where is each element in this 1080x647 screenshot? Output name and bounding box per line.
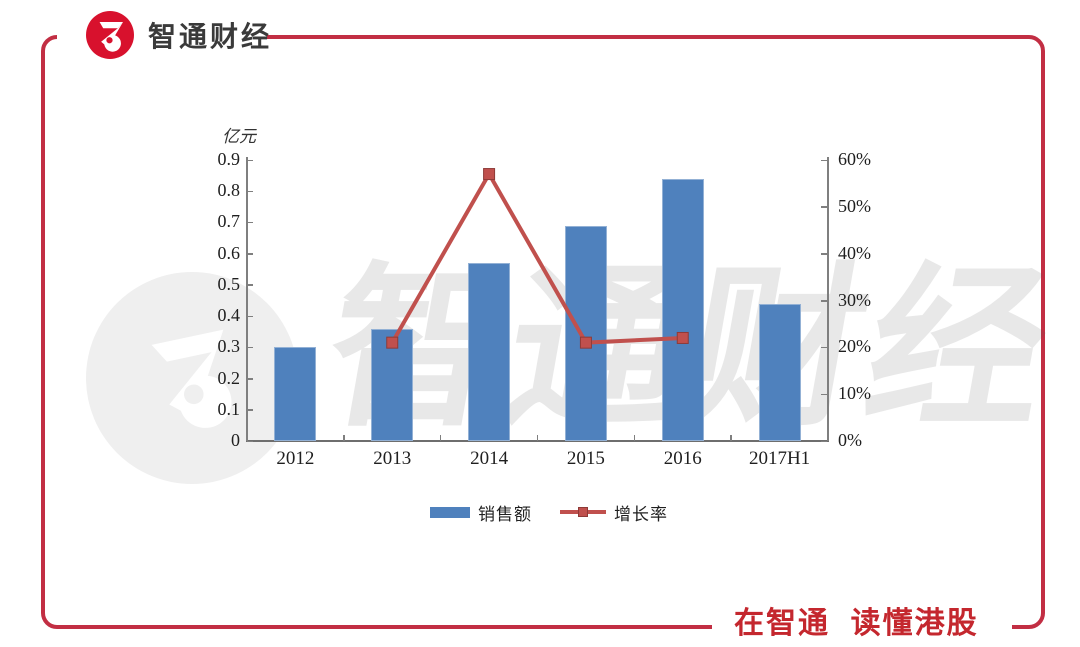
- right-axis-tick: [821, 393, 827, 396]
- right-axis-tick: [821, 440, 827, 442]
- x-axis-tick: [827, 435, 829, 441]
- right-axis-tick-label: 10%: [838, 383, 871, 404]
- x-axis-category-label: 2012: [276, 448, 315, 469]
- left-axis-tick-label: 0.5: [217, 273, 241, 294]
- x-axis-tick: [343, 435, 345, 441]
- legend-line-swatch: [560, 506, 606, 518]
- left-axis-tick: [247, 346, 253, 349]
- right-axis-tick: [821, 206, 827, 208]
- left-axis-tick-label: 0.4: [217, 305, 241, 326]
- left-axis-tick: [247, 190, 253, 193]
- x-axis-tick: [536, 435, 539, 441]
- left-axis-tick: [247, 221, 253, 224]
- brand-name: 智通财经: [148, 21, 273, 52]
- x-axis-tick: [730, 435, 732, 441]
- watermark-disc: [86, 272, 298, 484]
- left-axis-tick-label: 0: [231, 430, 240, 450]
- left-axis-tick: [247, 315, 253, 318]
- right-axis-tick-label: 0%: [838, 430, 862, 450]
- x-axis-tick: [633, 435, 636, 441]
- legend-line-label: 增长率: [614, 504, 668, 524]
- left-axis-tick: [247, 253, 253, 255]
- decorative-frame: [41, 35, 1045, 629]
- left-axis-tick-label: 0.6: [217, 242, 241, 263]
- watermark-logo-icon: [151, 329, 232, 428]
- left-axis-tick-label: 0.9: [217, 149, 241, 169]
- left-axis-tick-label: 0.7: [217, 211, 241, 232]
- x-axis-category-label: 2015: [566, 448, 605, 469]
- x-axis-category-label: 2014: [470, 448, 509, 469]
- right-axis-tick-label: 40%: [838, 242, 871, 263]
- legend-bar-swatch: [430, 506, 470, 518]
- left-axis-tick-label: 0.2: [217, 367, 241, 388]
- sales-bar: [758, 303, 801, 441]
- left-axis-tick: [247, 159, 253, 161]
- legend-bar-label: 销售额: [478, 504, 532, 524]
- left-axis-tick: [247, 409, 253, 411]
- right-axis-tick-label: 30%: [838, 289, 871, 310]
- sales-bar: [564, 225, 607, 441]
- brand-slogan: 在智通 读懂港股: [734, 607, 979, 640]
- left-axis-line: [246, 157, 248, 441]
- right-axis-line: [827, 157, 829, 441]
- left-axis-tick: [247, 378, 253, 380]
- legend-marker-icon: [578, 507, 588, 517]
- chart-legend: 销售额 增长率: [430, 498, 668, 526]
- left-axis-tick-label: 0.3: [217, 336, 241, 357]
- sales-bar: [371, 328, 414, 441]
- left-axis-tick: [247, 440, 253, 442]
- left-axis-tick-label: 0.1: [217, 398, 241, 419]
- right-axis-tick-label: 50%: [838, 195, 871, 216]
- right-axis-tick: [821, 159, 827, 161]
- x-axis-tick: [439, 435, 442, 441]
- right-axis-tick-label: 20%: [838, 336, 871, 357]
- right-axis-tick: [821, 253, 827, 255]
- brand-logo-icon: [86, 11, 134, 59]
- sales-bar: [661, 178, 704, 441]
- sales-bar: [274, 347, 317, 441]
- left-axis-tick: [247, 284, 253, 286]
- x-axis-category-label: 2013: [373, 448, 412, 469]
- right-axis-tick: [821, 300, 827, 302]
- x-axis-category-label: 2016: [663, 448, 702, 469]
- left-axis-tick-label: 0.8: [217, 180, 241, 201]
- growth-rate-line: [390, 170, 683, 345]
- growth-rate-marker: [483, 168, 496, 181]
- x-axis-category-label: 2017H1: [748, 448, 811, 469]
- sales-bar: [468, 263, 511, 441]
- frame-gap-bottom: [712, 609, 1012, 635]
- right-axis-tick-label: 60%: [838, 149, 871, 169]
- brand-logo: 智通财经: [86, 11, 272, 59]
- left-axis-title: 亿元: [222, 127, 256, 146]
- x-axis-tick: [246, 435, 248, 441]
- x-axis-line: [246, 440, 829, 442]
- right-axis-tick: [821, 346, 827, 349]
